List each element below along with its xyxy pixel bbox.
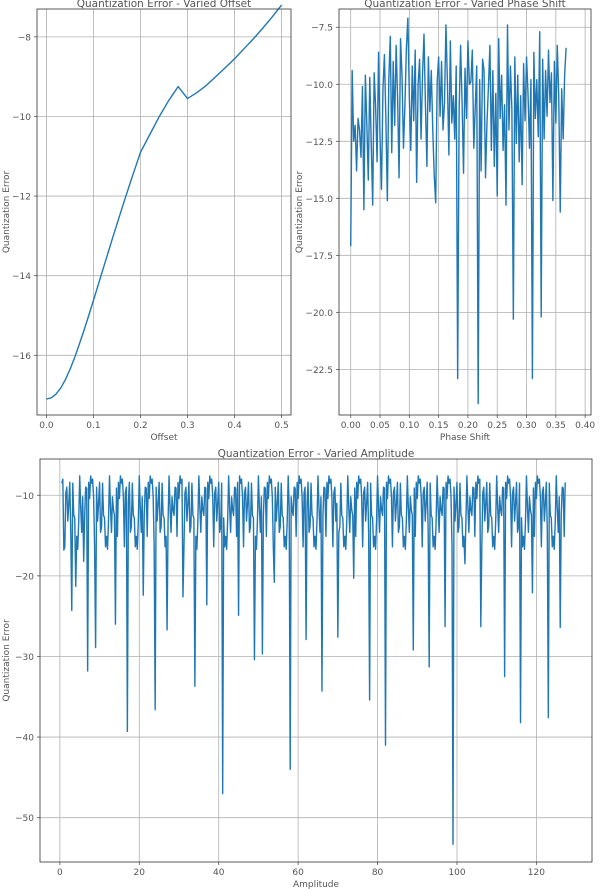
phase-shift-ytick-label: −10.0	[305, 81, 333, 91]
phase-shift-plot-frame	[338, 8, 592, 416]
amplitude-series-line	[61, 475, 566, 845]
phase-shift-xtick-label: 0.35	[546, 421, 566, 431]
offset-plot-frame	[36, 8, 292, 416]
offset-xtick-label: 0.0	[39, 421, 54, 431]
offset-ytick-label: −14	[12, 272, 31, 282]
offset-ytick-label: −8	[18, 33, 32, 43]
phase-shift-chart-xlabel: Phase Shift	[440, 433, 491, 443]
amplitude-ytick-label: −50	[15, 814, 34, 824]
amplitude-chart-xlabel: Amplitude	[293, 880, 340, 889]
phase-shift-xtick-label: 0.20	[458, 421, 478, 431]
offset-chart-title: Quantization Error - Varied Offset	[77, 0, 252, 10]
amplitude-xtick-label: 80	[372, 868, 384, 878]
offset-chart-xlabel: Offset	[150, 433, 178, 443]
amplitude-xtick-label: 100	[448, 868, 465, 878]
amplitude-xtick-label: 0	[57, 868, 63, 878]
offset-xtick-label: 0.5	[274, 421, 288, 431]
phase-shift-xtick-label: 0.30	[517, 421, 537, 431]
phase-shift-xtick-label: 0.15	[429, 421, 449, 431]
phase-shift-xtick-label: 0.10	[399, 421, 419, 431]
phase-shift-ytick-label: −7.5	[311, 24, 333, 34]
offset-xtick-label: 0.2	[133, 421, 147, 431]
offset-xtick-label: 0.1	[86, 421, 100, 431]
phase-shift-ytick-label: −12.5	[305, 138, 333, 148]
amplitude-plot-frame	[39, 458, 593, 863]
offset-chart-ylabel: Quantization Error	[2, 171, 12, 254]
phase-shift-chart-title: Quantization Error - Varied Phase Shift	[364, 0, 566, 10]
offset-ytick-label: −16	[12, 352, 31, 362]
phase-shift-chart-ylabel: Quantization Error	[295, 171, 305, 254]
amplitude-xtick-label: 20	[134, 868, 146, 878]
amplitude-xtick-label: 40	[213, 868, 225, 878]
amplitude-chart: Quantization Error - Varied Amplitude Am…	[2, 448, 593, 889]
amplitude-ytick-label: −20	[15, 572, 34, 582]
phase-shift-xtick-label: 0.25	[487, 421, 507, 431]
offset-xtick-label: 0.3	[180, 421, 194, 431]
phase-shift-ytick-label: −17.5	[305, 252, 333, 262]
amplitude-chart-title: Quantization Error - Varied Amplitude	[218, 448, 415, 460]
offset-ytick-label: −10	[12, 113, 31, 123]
offset-chart: Quantization Error - Varied Offset Offse…	[2, 0, 292, 443]
amplitude-ytick-label: −30	[15, 653, 34, 663]
phase-shift-xtick-label: 0.40	[575, 421, 595, 431]
phase-shift-ytick-label: −22.5	[305, 366, 333, 376]
amplitude-xtick-label: 60	[292, 868, 304, 878]
offset-series-line	[46, 4, 283, 400]
offset-grid	[37, 9, 291, 415]
phase-shift-series-line	[350, 17, 567, 405]
offset-ytick-label: −12	[12, 193, 31, 203]
phase-shift-xtick-label: 0.05	[370, 421, 390, 431]
phase-shift-ytick-label: −15.0	[305, 195, 333, 205]
amplitude-grid	[40, 459, 592, 862]
amplitude-ytick-label: −10	[15, 492, 34, 502]
offset-xtick-label: 0.4	[227, 421, 242, 431]
phase-shift-ytick-label: −20.0	[305, 309, 333, 319]
amplitude-ytick-label: −40	[15, 734, 34, 744]
phase-shift-xtick-label: 0.00	[341, 421, 361, 431]
amplitude-xtick-label: 120	[528, 868, 545, 878]
amplitude-chart-ylabel: Quantization Error	[2, 619, 12, 702]
phase-shift-chart: Quantization Error - Varied Phase Shift …	[295, 0, 595, 443]
